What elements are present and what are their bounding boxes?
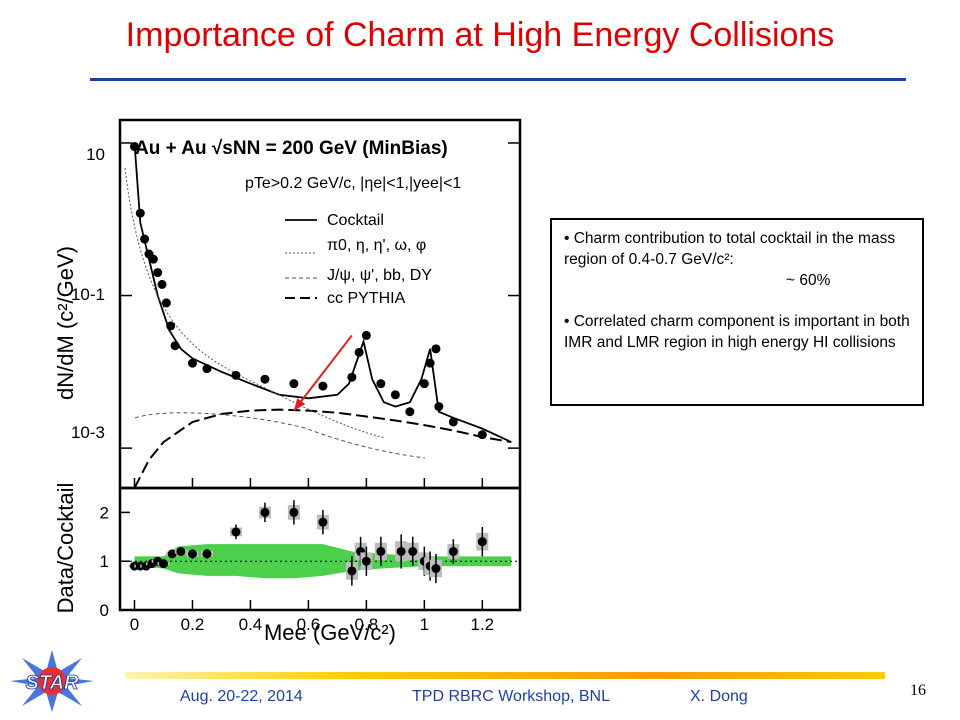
logo-text: STAR: [26, 672, 80, 694]
bottom-xtick-label: 0.2: [181, 615, 205, 634]
legend-label-cocktail: Cocktail: [327, 212, 384, 229]
heavy-flavor-curve: [134, 412, 426, 459]
bottom-ytick-label: 1: [100, 552, 109, 571]
ratio-point: [202, 549, 212, 559]
bottom-panel: 0 1 2 0 0.2 0.4 0.6 0.8 1 1.2: [100, 486, 522, 634]
ratio-point: [361, 556, 371, 566]
info-charm-fraction: ~ 60%: [786, 272, 831, 289]
data-point: [376, 379, 386, 389]
charm-arrow-head: [293, 398, 306, 411]
dielectron-mass-chart: dN/dM (c²/GeV) Data/Cocktail Mee (GeV/c²…: [53, 118, 522, 645]
data-point: [425, 358, 435, 368]
bottom-ylabel: Data/Cocktail: [53, 483, 78, 614]
ratio-point: [289, 507, 299, 517]
ratio-point: [376, 546, 386, 556]
ratio-point: [448, 546, 458, 556]
bottom-ytick-label: 0: [100, 601, 109, 620]
data-point: [419, 379, 429, 389]
info-box: • Charm contribution to total cocktail i…: [550, 218, 924, 406]
bottom-xtick-label: 0: [130, 615, 139, 634]
footer-divider: [125, 672, 885, 679]
data-point: [361, 330, 371, 340]
data-point: [166, 321, 176, 331]
data-point: [161, 298, 171, 308]
ratio-point: [187, 549, 197, 559]
top-ytick-2: 10-3: [71, 423, 105, 442]
ratio-point: [318, 517, 328, 527]
footer-event: TPD RBRC Workshop, BNL: [412, 688, 610, 705]
data-point: [347, 372, 357, 382]
data-point: [135, 208, 145, 218]
page-number: 16: [910, 682, 926, 699]
slide-title: Importance of Charm at High Energy Colli…: [125, 16, 835, 54]
charm-pythia-curve: [133, 408, 512, 489]
data-point: [153, 268, 163, 278]
data-point: [434, 402, 444, 412]
ratio-point: [176, 546, 186, 556]
info-bullet-correlated: • Correlated charm component is importan…: [564, 313, 910, 351]
cocktail-curve: [133, 142, 512, 443]
top-ylabel: dN/dM (c²/GeV): [53, 246, 78, 400]
legend-label-light: π0, η, η', ω, φ: [327, 237, 426, 254]
bottom-xlabel: Mee (GeV/c²): [264, 620, 396, 645]
bottom-xtick-label: 0.6: [297, 615, 321, 634]
ratio-point: [167, 549, 177, 559]
ratio-point: [231, 527, 241, 537]
data-point: [140, 234, 150, 244]
ratio-point: [260, 507, 270, 517]
data-point: [157, 279, 167, 289]
chart-title: Au + Au √sNN = 200 GeV (MinBias): [135, 138, 448, 159]
data-point: [477, 430, 487, 440]
data-point: [260, 374, 270, 384]
ratio-point: [347, 566, 357, 576]
data-point: [187, 358, 197, 368]
data-point: [231, 370, 241, 380]
bottom-ytick-label: 2: [100, 503, 109, 522]
bottom-xtick-label: 0.4: [239, 615, 263, 634]
data-point: [170, 341, 180, 351]
data-point: [448, 417, 458, 427]
data-point: [129, 141, 139, 151]
systematic-band: [134, 544, 512, 579]
data-point: [289, 379, 299, 389]
data-point: [390, 390, 400, 400]
bottom-xtick-label: 1: [420, 615, 429, 634]
info-bullet-charm: • Charm contribution to total cocktail i…: [564, 230, 896, 268]
footer-date: Aug. 20-22, 2014: [180, 688, 303, 705]
chart-legend: Cocktail π0, η, η', ω, φ J/ψ, ψ', bb, DY…: [285, 212, 432, 307]
data-point: [148, 254, 158, 264]
chart-subtitle: pTe>0.2 GeV/c, |ηe|<1,|yee|<1: [245, 175, 461, 192]
data-point: [431, 344, 441, 354]
charm-arrow: [293, 334, 353, 412]
top-ytick-0: 10: [86, 145, 105, 164]
star-logo: STAR: [10, 650, 94, 712]
bottom-xtick-label: 0.8: [355, 615, 379, 634]
title-divider: [90, 78, 906, 81]
top-panel: 10 10-1 10-3 Au + Au √sNN = 200 GeV (Min…: [71, 118, 522, 490]
legend-label-heavy: J/ψ, ψ', bb, DY: [327, 267, 432, 284]
ratio-point: [408, 546, 418, 556]
ratio-point: [477, 537, 487, 547]
ratio-point: [158, 559, 168, 569]
data-point: [318, 381, 328, 391]
footer-author: X. Dong: [690, 688, 748, 705]
legend-label-charm: cc PYTHIA: [327, 290, 406, 307]
ratio-point: [396, 546, 406, 556]
data-point: [405, 407, 415, 417]
starburst-icon: [10, 650, 94, 712]
ratio-point: [431, 564, 441, 574]
data-point: [202, 364, 212, 374]
bottom-xtick-label: 1.2: [470, 615, 494, 634]
bottom-frame: [118, 486, 522, 612]
data-point: [354, 347, 364, 357]
top-ytick-1: 10-1: [71, 285, 105, 304]
